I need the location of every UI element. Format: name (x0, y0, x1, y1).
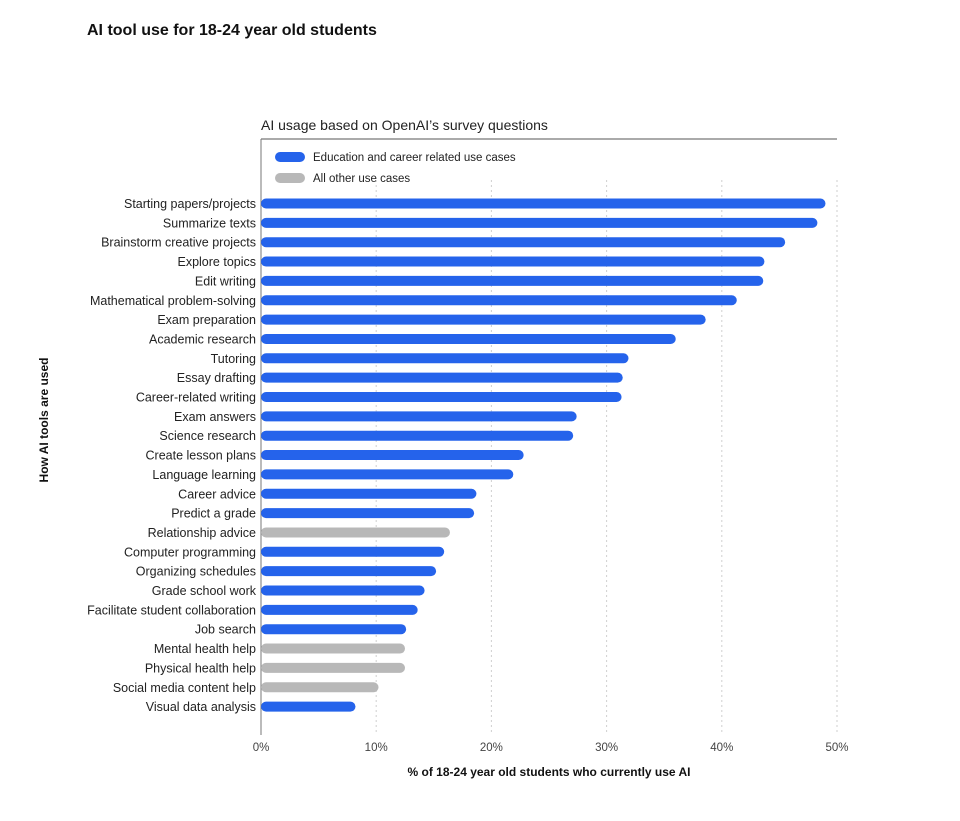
category-label-25: Physical health help (145, 661, 256, 675)
category-label-9: Tutoring (211, 352, 256, 366)
category-label-3: Brainstorm creative projects (101, 236, 256, 250)
bar-12 (261, 411, 577, 422)
category-labels: Starting papers/projects Summarize texts B… (87, 197, 257, 714)
category-label-21: Grade school work (152, 584, 257, 598)
category-label-17: Predict a grade (171, 507, 256, 521)
category-label-22: Facilitate student collaboration (87, 603, 256, 617)
bar-9 (261, 353, 629, 364)
category-label-27: Visual data analysis (146, 700, 256, 714)
category-label-1: Starting papers/projects (124, 197, 256, 211)
bar-1 (261, 198, 826, 209)
category-label-6: Mathematical problem-solving (90, 294, 256, 308)
bar-16 (261, 488, 477, 499)
bar-10 (261, 372, 623, 383)
bar-4 (261, 256, 765, 267)
x-tick-label-4: 40% (710, 742, 733, 754)
bar-11 (261, 392, 622, 402)
category-label-8: Academic research (149, 332, 256, 346)
legend-label-other: All other use cases (313, 173, 410, 185)
category-label-14: Create lesson plans (146, 449, 256, 463)
legend-swatch-other (275, 173, 305, 183)
category-label-5: Edit writing (195, 274, 256, 288)
page-title: AI tool use for 18-24 year old students (87, 22, 377, 39)
category-label-24: Mental health help (154, 642, 256, 656)
bar-24 (261, 643, 405, 654)
chart-subtitle: AI usage based on OpenAI’s survey questi… (261, 117, 548, 133)
bar-2 (261, 217, 818, 228)
bar-20 (261, 566, 437, 577)
x-tick-labels: 0% 10% 20% 30% 40% 50% (253, 742, 849, 754)
x-tick-label-1: 10% (365, 742, 388, 754)
bar-13 (261, 430, 574, 441)
bar-8 (261, 333, 676, 344)
bars-group (261, 198, 826, 712)
category-label-16: Career advice (178, 487, 256, 501)
bar-15 (261, 469, 514, 480)
category-label-4: Explore topics (177, 255, 256, 269)
category-label-18: Relationship advice (148, 526, 256, 540)
bar-5 (261, 275, 764, 286)
bar-21 (261, 585, 425, 596)
legend-label-edu: Education and career related use cases (313, 152, 516, 164)
category-label-15: Language learning (152, 468, 256, 482)
category-label-13: Science research (159, 429, 256, 443)
bar-22 (261, 604, 418, 615)
category-label-2: Summarize texts (163, 216, 256, 230)
bar-14 (261, 450, 524, 461)
bar-19 (261, 546, 445, 557)
bar-27 (261, 701, 356, 712)
y-axis-title: How AI tools are used (37, 358, 51, 483)
bar-23 (261, 624, 407, 635)
category-label-20: Organizing schedules (136, 565, 256, 579)
x-tick-label-0: 0% (253, 742, 270, 754)
category-label-26: Social media content help (113, 681, 256, 695)
x-tick-label-3: 30% (595, 742, 618, 754)
category-label-7: Exam preparation (157, 313, 256, 327)
legend: Education and career related use cases Al… (275, 152, 516, 185)
x-axis-title: % of 18-24 year old students who current… (408, 765, 691, 779)
x-tick-label-2: 20% (480, 742, 503, 754)
x-tick-label-5: 50% (825, 742, 848, 754)
category-label-11: Career-related writing (136, 391, 256, 405)
category-label-10: Essay drafting (177, 371, 256, 385)
category-label-23: Job search (195, 623, 256, 637)
category-label-12: Exam answers (174, 410, 256, 424)
bar-17 (261, 508, 475, 519)
bar-3 (261, 237, 786, 248)
bar-26 (261, 682, 379, 693)
bar-6 (261, 295, 737, 306)
bar-18 (261, 527, 450, 538)
bar-7 (261, 314, 706, 325)
bar-25 (261, 662, 405, 673)
legend-swatch-edu (275, 152, 305, 162)
category-label-19: Computer programming (124, 545, 256, 559)
